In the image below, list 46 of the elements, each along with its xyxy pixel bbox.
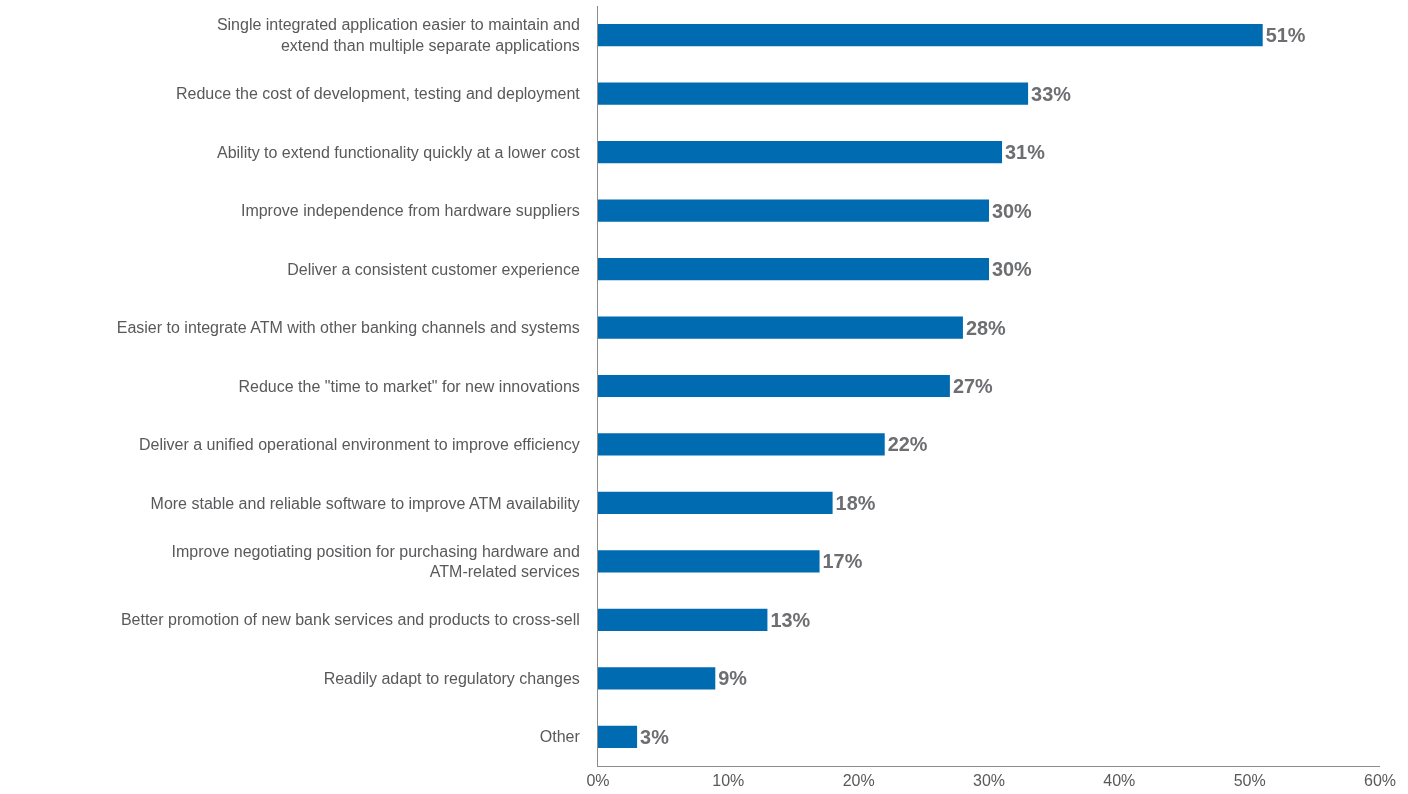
bar — [598, 199, 989, 222]
bar — [598, 141, 1003, 164]
x-tick-label: 50% — [1233, 772, 1266, 790]
y-tick-label: More stable and reliable software to improve ATM availability — [150, 494, 580, 512]
y-tick-label: Deliver a consistent customer experience — [287, 260, 580, 278]
x-tick-label: 60% — [1363, 772, 1397, 790]
bar — [598, 550, 820, 573]
bar — [598, 374, 950, 398]
bar — [598, 667, 716, 690]
bar — [598, 725, 638, 748]
x-tick-label: 40% — [1103, 772, 1136, 790]
data-label: 31% — [1005, 141, 1046, 164]
y-tick-label: Easier to integrate ATM with other banking channels and systems — [116, 319, 580, 337]
data-label: 51% — [1265, 24, 1306, 47]
bar — [598, 316, 963, 339]
bar — [598, 257, 989, 281]
bar — [598, 82, 1029, 105]
data-label: 22% — [887, 433, 928, 456]
y-tick-label: Improve negotiating position for purchasing hardware and ATM-related services — [171, 542, 580, 581]
y-tick-label: Single integrated application easier to maintain and extend than multiple separate applications — [216, 16, 580, 55]
y-tick-label: Other — [539, 728, 581, 746]
y-tick-label: Improve independence from hardware suppliers — [240, 202, 580, 220]
x-tick-label: 20% — [842, 772, 875, 790]
y-tick-label: Better promotion of new bank services and products to cross-sell — [120, 611, 580, 629]
bar — [598, 433, 885, 456]
x-tick-label: 30% — [972, 772, 1006, 790]
data-label: 27% — [952, 375, 994, 398]
y-tick-label: Deliver a unified operational environment to improve efficiency — [138, 436, 580, 454]
data-label: 28% — [965, 316, 1007, 339]
data-label: 3% — [640, 725, 670, 748]
y-tick-label: Reduce the "time to market" for new innovations — [238, 377, 580, 395]
data-label: 13% — [770, 608, 811, 631]
data-label: 18% — [835, 491, 876, 514]
data-label: 33% — [1031, 82, 1072, 105]
data-label: 30% — [992, 258, 1033, 281]
data-label: 9% — [718, 667, 748, 690]
data-label: 17% — [822, 550, 863, 573]
data-label: 30% — [992, 199, 1033, 222]
bar — [598, 491, 833, 515]
y-tick-label: Ability to extend functionality quickly at a lower cost — [216, 143, 581, 161]
y-tick-label: Reduce the cost of development, testing and deployment — [175, 85, 581, 103]
y-tick-label: Readily adapt to regulatory changes — [323, 669, 580, 687]
x-tick-label: 10% — [712, 772, 745, 790]
bar — [598, 608, 768, 631]
bar — [598, 24, 1263, 47]
x-tick-label: 0% — [586, 772, 610, 790]
